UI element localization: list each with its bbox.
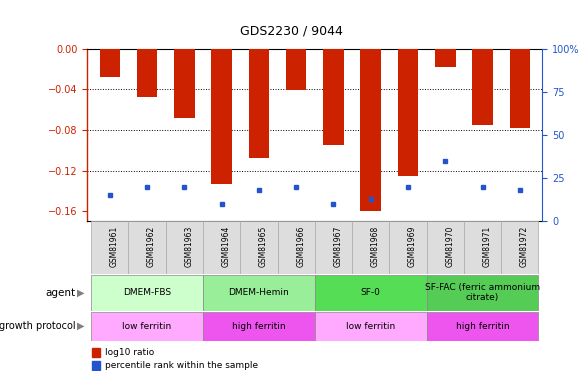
Text: GSM81971: GSM81971 <box>483 225 491 267</box>
Text: GSM81967: GSM81967 <box>333 225 342 267</box>
Text: GSM81966: GSM81966 <box>296 225 305 267</box>
Bar <box>212 49 232 184</box>
Text: log10 ratio: log10 ratio <box>105 348 154 357</box>
Bar <box>435 49 455 67</box>
Text: percentile rank within the sample: percentile rank within the sample <box>105 361 258 370</box>
Text: GSM81962: GSM81962 <box>147 225 156 267</box>
Bar <box>323 49 344 145</box>
Bar <box>315 221 352 274</box>
Text: GSM81970: GSM81970 <box>445 225 454 267</box>
Text: GSM81972: GSM81972 <box>520 225 529 267</box>
Bar <box>128 221 166 274</box>
Bar <box>91 312 203 340</box>
Bar <box>91 274 203 310</box>
Text: low ferritin: low ferritin <box>122 322 172 331</box>
Bar <box>352 221 389 274</box>
Bar <box>427 274 539 310</box>
Bar <box>464 221 501 274</box>
Text: high ferritin: high ferritin <box>232 322 286 331</box>
Text: GSM81965: GSM81965 <box>259 225 268 267</box>
Text: agent: agent <box>45 288 76 297</box>
Bar <box>472 49 493 125</box>
Text: GSM81964: GSM81964 <box>222 225 231 267</box>
Text: growth protocol: growth protocol <box>0 321 76 331</box>
Text: ▶: ▶ <box>77 288 85 297</box>
Text: GSM81969: GSM81969 <box>408 225 417 267</box>
Bar <box>92 361 100 370</box>
Bar <box>137 49 157 98</box>
Bar <box>286 49 307 90</box>
Bar <box>166 221 203 274</box>
Text: GSM81961: GSM81961 <box>110 225 119 267</box>
Text: GSM81963: GSM81963 <box>184 225 194 267</box>
Text: low ferritin: low ferritin <box>346 322 395 331</box>
Text: DMEM-Hemin: DMEM-Hemin <box>229 288 289 297</box>
Bar <box>203 312 315 340</box>
Text: DMEM-FBS: DMEM-FBS <box>123 288 171 297</box>
Bar <box>249 49 269 158</box>
Text: SF-FAC (ferric ammonium
citrate): SF-FAC (ferric ammonium citrate) <box>425 283 540 302</box>
Bar <box>427 312 539 340</box>
Bar <box>92 348 100 357</box>
Bar <box>389 221 427 274</box>
Text: high ferritin: high ferritin <box>456 322 510 331</box>
Text: ▶: ▶ <box>77 321 85 331</box>
Bar <box>315 274 427 310</box>
Bar <box>315 312 427 340</box>
Bar <box>203 274 315 310</box>
Bar <box>510 49 530 128</box>
Bar <box>278 221 315 274</box>
Bar <box>100 49 120 77</box>
Bar <box>501 221 539 274</box>
Bar <box>203 221 240 274</box>
Text: SF-0: SF-0 <box>361 288 381 297</box>
Bar <box>398 49 418 176</box>
Text: GSM81968: GSM81968 <box>371 225 380 267</box>
Bar <box>91 221 128 274</box>
Bar <box>427 221 464 274</box>
Bar <box>360 49 381 211</box>
Bar <box>240 221 278 274</box>
Bar <box>174 49 195 118</box>
Text: GDS2230 / 9044: GDS2230 / 9044 <box>240 24 343 38</box>
